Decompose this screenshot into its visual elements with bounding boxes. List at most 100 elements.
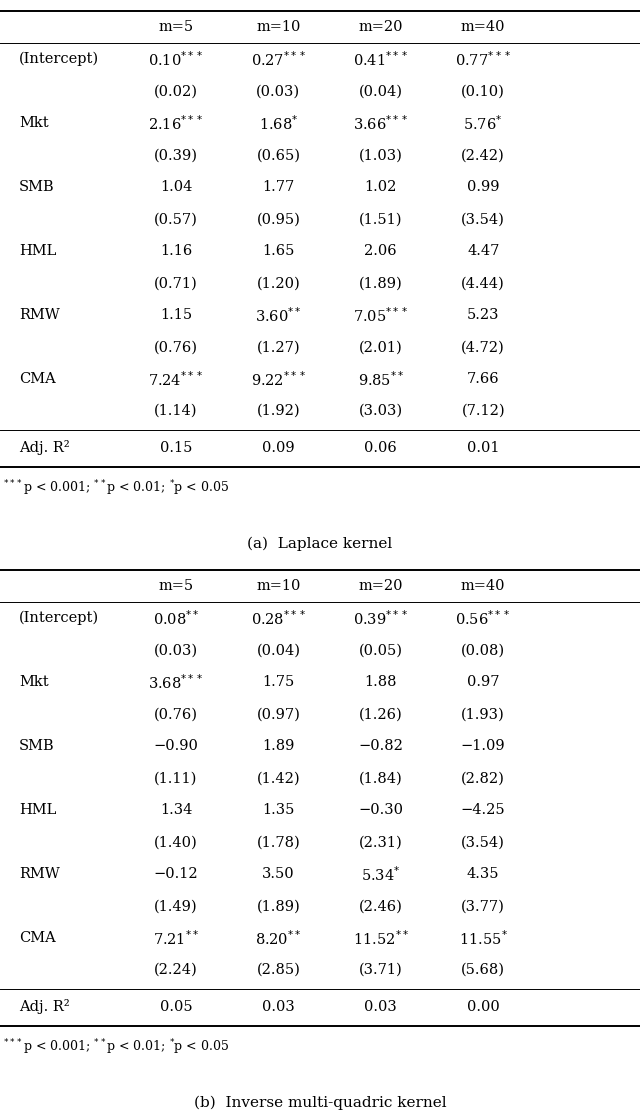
Text: (a)  Laplace kernel: (a) Laplace kernel — [248, 537, 392, 551]
Text: Mkt: Mkt — [19, 116, 49, 130]
Text: m=20: m=20 — [358, 579, 403, 594]
Text: 0.27$^{***}$: 0.27$^{***}$ — [251, 50, 306, 68]
Text: (2.85): (2.85) — [257, 963, 300, 977]
Text: m=10: m=10 — [256, 20, 301, 35]
Text: 1.02: 1.02 — [365, 180, 397, 195]
Text: (0.76): (0.76) — [154, 340, 198, 354]
Text: −0.30: −0.30 — [358, 803, 403, 817]
Text: $^{***}$p < 0.001; $^{**}$p < 0.01; $^{*}$p < 0.05: $^{***}$p < 0.001; $^{**}$p < 0.01; $^{*… — [3, 1038, 229, 1057]
Text: 0.28$^{***}$: 0.28$^{***}$ — [251, 609, 306, 627]
Text: (0.04): (0.04) — [359, 84, 403, 98]
Text: 8.20$^{**}$: 8.20$^{**}$ — [255, 929, 301, 948]
Text: (4.44): (4.44) — [461, 276, 505, 291]
Text: (0.97): (0.97) — [257, 708, 300, 721]
Text: 0.56$^{***}$: 0.56$^{***}$ — [455, 609, 511, 627]
Text: 1.65: 1.65 — [262, 244, 294, 258]
Text: (Intercept): (Intercept) — [19, 610, 99, 625]
Text: 3.68$^{***}$: 3.68$^{***}$ — [148, 673, 204, 692]
Text: 1.15: 1.15 — [160, 309, 192, 322]
Text: (1.51): (1.51) — [359, 212, 403, 226]
Text: m=20: m=20 — [358, 20, 403, 35]
Text: 1.75: 1.75 — [262, 675, 294, 689]
Text: 1.77: 1.77 — [262, 180, 294, 195]
Text: (1.89): (1.89) — [257, 899, 300, 913]
Text: (0.71): (0.71) — [154, 276, 198, 291]
Text: HML: HML — [19, 244, 56, 258]
Text: (0.95): (0.95) — [257, 212, 300, 226]
Text: (1.84): (1.84) — [359, 771, 403, 785]
Text: 11.52$^{**}$: 11.52$^{**}$ — [353, 929, 409, 948]
Text: m=5: m=5 — [159, 20, 193, 35]
Text: (2.24): (2.24) — [154, 963, 198, 977]
Text: 1.88: 1.88 — [365, 675, 397, 689]
Text: m=10: m=10 — [256, 579, 301, 594]
Text: (2.82): (2.82) — [461, 771, 505, 785]
Text: (3.54): (3.54) — [461, 835, 505, 850]
Text: SMB: SMB — [19, 180, 55, 195]
Text: (1.92): (1.92) — [257, 404, 300, 418]
Text: 1.68$^{*}$: 1.68$^{*}$ — [259, 114, 298, 133]
Text: 0.09: 0.09 — [262, 440, 294, 455]
Text: (2.31): (2.31) — [359, 835, 403, 850]
Text: 3.60$^{**}$: 3.60$^{**}$ — [255, 306, 301, 324]
Text: (1.78): (1.78) — [257, 835, 300, 850]
Text: (2.46): (2.46) — [359, 899, 403, 913]
Text: 0.08$^{**}$: 0.08$^{**}$ — [153, 609, 199, 627]
Text: 3.66$^{***}$: 3.66$^{***}$ — [353, 114, 408, 133]
Text: (0.08): (0.08) — [461, 643, 505, 657]
Text: Adj. R²: Adj. R² — [19, 999, 70, 1014]
Text: −0.82: −0.82 — [358, 739, 403, 754]
Text: (1.11): (1.11) — [154, 771, 198, 785]
Text: 0.97: 0.97 — [467, 675, 499, 689]
Text: 0.01: 0.01 — [467, 440, 499, 455]
Text: (2.42): (2.42) — [461, 149, 505, 162]
Text: 1.04: 1.04 — [160, 180, 192, 195]
Text: $^{***}$p < 0.001; $^{**}$p < 0.01; $^{*}$p < 0.05: $^{***}$p < 0.001; $^{**}$p < 0.01; $^{*… — [3, 479, 229, 498]
Text: (1.89): (1.89) — [359, 276, 403, 291]
Text: (4.72): (4.72) — [461, 340, 505, 354]
Text: RMW: RMW — [19, 309, 60, 322]
Text: 1.16: 1.16 — [160, 244, 192, 258]
Text: 2.16$^{***}$: 2.16$^{***}$ — [148, 114, 204, 133]
Text: 0.00: 0.00 — [467, 999, 500, 1014]
Text: 7.05$^{***}$: 7.05$^{***}$ — [353, 306, 409, 324]
Text: −0.90: −0.90 — [154, 739, 198, 754]
Text: (0.05): (0.05) — [359, 643, 403, 657]
Text: −0.12: −0.12 — [154, 868, 198, 881]
Text: −1.09: −1.09 — [461, 739, 506, 754]
Text: 0.05: 0.05 — [160, 999, 192, 1014]
Text: (1.93): (1.93) — [461, 708, 505, 721]
Text: 0.99: 0.99 — [467, 180, 499, 195]
Text: 0.39$^{***}$: 0.39$^{***}$ — [353, 609, 409, 627]
Text: (0.76): (0.76) — [154, 708, 198, 721]
Text: Mkt: Mkt — [19, 675, 49, 689]
Text: 5.34$^{*}$: 5.34$^{*}$ — [361, 865, 401, 883]
Text: SMB: SMB — [19, 739, 55, 754]
Text: (1.20): (1.20) — [257, 276, 300, 291]
Text: (3.77): (3.77) — [461, 899, 505, 913]
Text: 0.15: 0.15 — [160, 440, 192, 455]
Text: 0.03: 0.03 — [364, 999, 397, 1014]
Text: (1.26): (1.26) — [359, 708, 403, 721]
Text: (0.57): (0.57) — [154, 212, 198, 226]
Text: 11.55$^{*}$: 11.55$^{*}$ — [459, 929, 508, 948]
Text: (5.68): (5.68) — [461, 963, 505, 977]
Text: (0.65): (0.65) — [257, 149, 300, 162]
Text: RMW: RMW — [19, 868, 60, 881]
Text: (3.54): (3.54) — [461, 212, 505, 226]
Text: (3.71): (3.71) — [359, 963, 403, 977]
Text: 2.06: 2.06 — [365, 244, 397, 258]
Text: (1.49): (1.49) — [154, 899, 198, 913]
Text: 9.85$^{**}$: 9.85$^{**}$ — [358, 370, 404, 389]
Text: (Intercept): (Intercept) — [19, 51, 99, 66]
Text: CMA: CMA — [19, 931, 56, 945]
Text: 0.10$^{***}$: 0.10$^{***}$ — [148, 50, 204, 68]
Text: 0.03: 0.03 — [262, 999, 295, 1014]
Text: (2.01): (2.01) — [359, 340, 403, 354]
Text: (0.03): (0.03) — [154, 643, 198, 657]
Text: 5.76$^{*}$: 5.76$^{*}$ — [463, 114, 503, 133]
Text: 5.23: 5.23 — [467, 309, 499, 322]
Text: (1.03): (1.03) — [359, 149, 403, 162]
Text: m=40: m=40 — [461, 579, 506, 594]
Text: (0.03): (0.03) — [257, 84, 300, 98]
